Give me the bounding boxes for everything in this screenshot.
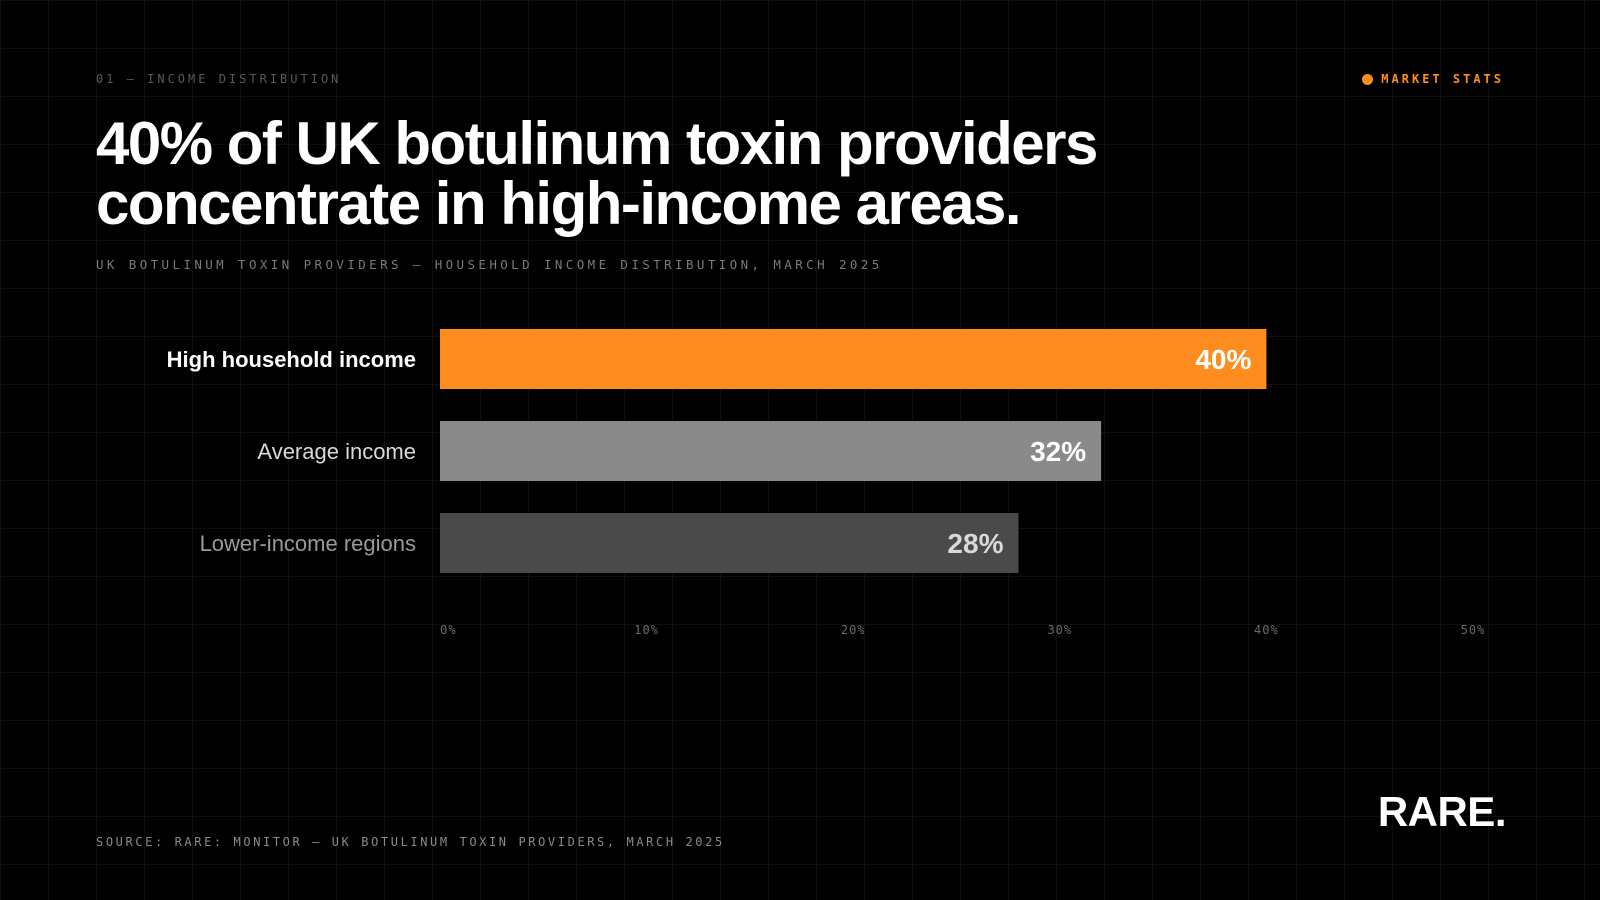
chart-subtitle: UK BOTULINUM TOXIN PROVIDERS — HOUSEHOLD… — [96, 257, 883, 272]
market-stats-badge: MARKET STATS — [1362, 72, 1504, 86]
x-tick-label: 10% — [634, 623, 659, 637]
bar-high-household-income — [440, 329, 1267, 389]
headline-line-1: 40% of UK botulinum toxin providers — [96, 110, 1098, 177]
x-tick-label: 40% — [1254, 623, 1279, 637]
headline-line-2: concentrate in high-income areas. — [96, 170, 1022, 237]
badge-label: MARKET STATS — [1381, 72, 1504, 86]
section-label: 01 — INCOME DISTRIBUTION — [96, 72, 342, 86]
x-tick-label: 30% — [1047, 623, 1072, 637]
source-note: SOURCE: RARE: MONITOR — UK BOTULINUM TOX… — [96, 835, 725, 849]
x-tick-label: 50% — [1461, 623, 1486, 637]
category-label-high-household-income: High household income — [167, 347, 416, 372]
x-tick-label: 0% — [440, 623, 456, 637]
bar-average-income — [440, 421, 1102, 481]
x-tick-label: 20% — [841, 623, 866, 637]
headline: 40% of UK botulinum toxin providers conc… — [96, 114, 1296, 234]
bar-lower-income-regions — [440, 513, 1019, 573]
category-label-average-income: Average income — [257, 439, 416, 464]
value-label-average-income: 32% — [1030, 436, 1086, 467]
category-label-lower-income-regions: Lower-income regions — [200, 531, 416, 556]
rare-logo: RARE. — [1377, 788, 1507, 835]
orange-dot-icon — [1362, 73, 1374, 85]
value-label-lower-income-regions: 28% — [947, 528, 1003, 559]
value-label-high-household-income: 40% — [1195, 344, 1251, 375]
